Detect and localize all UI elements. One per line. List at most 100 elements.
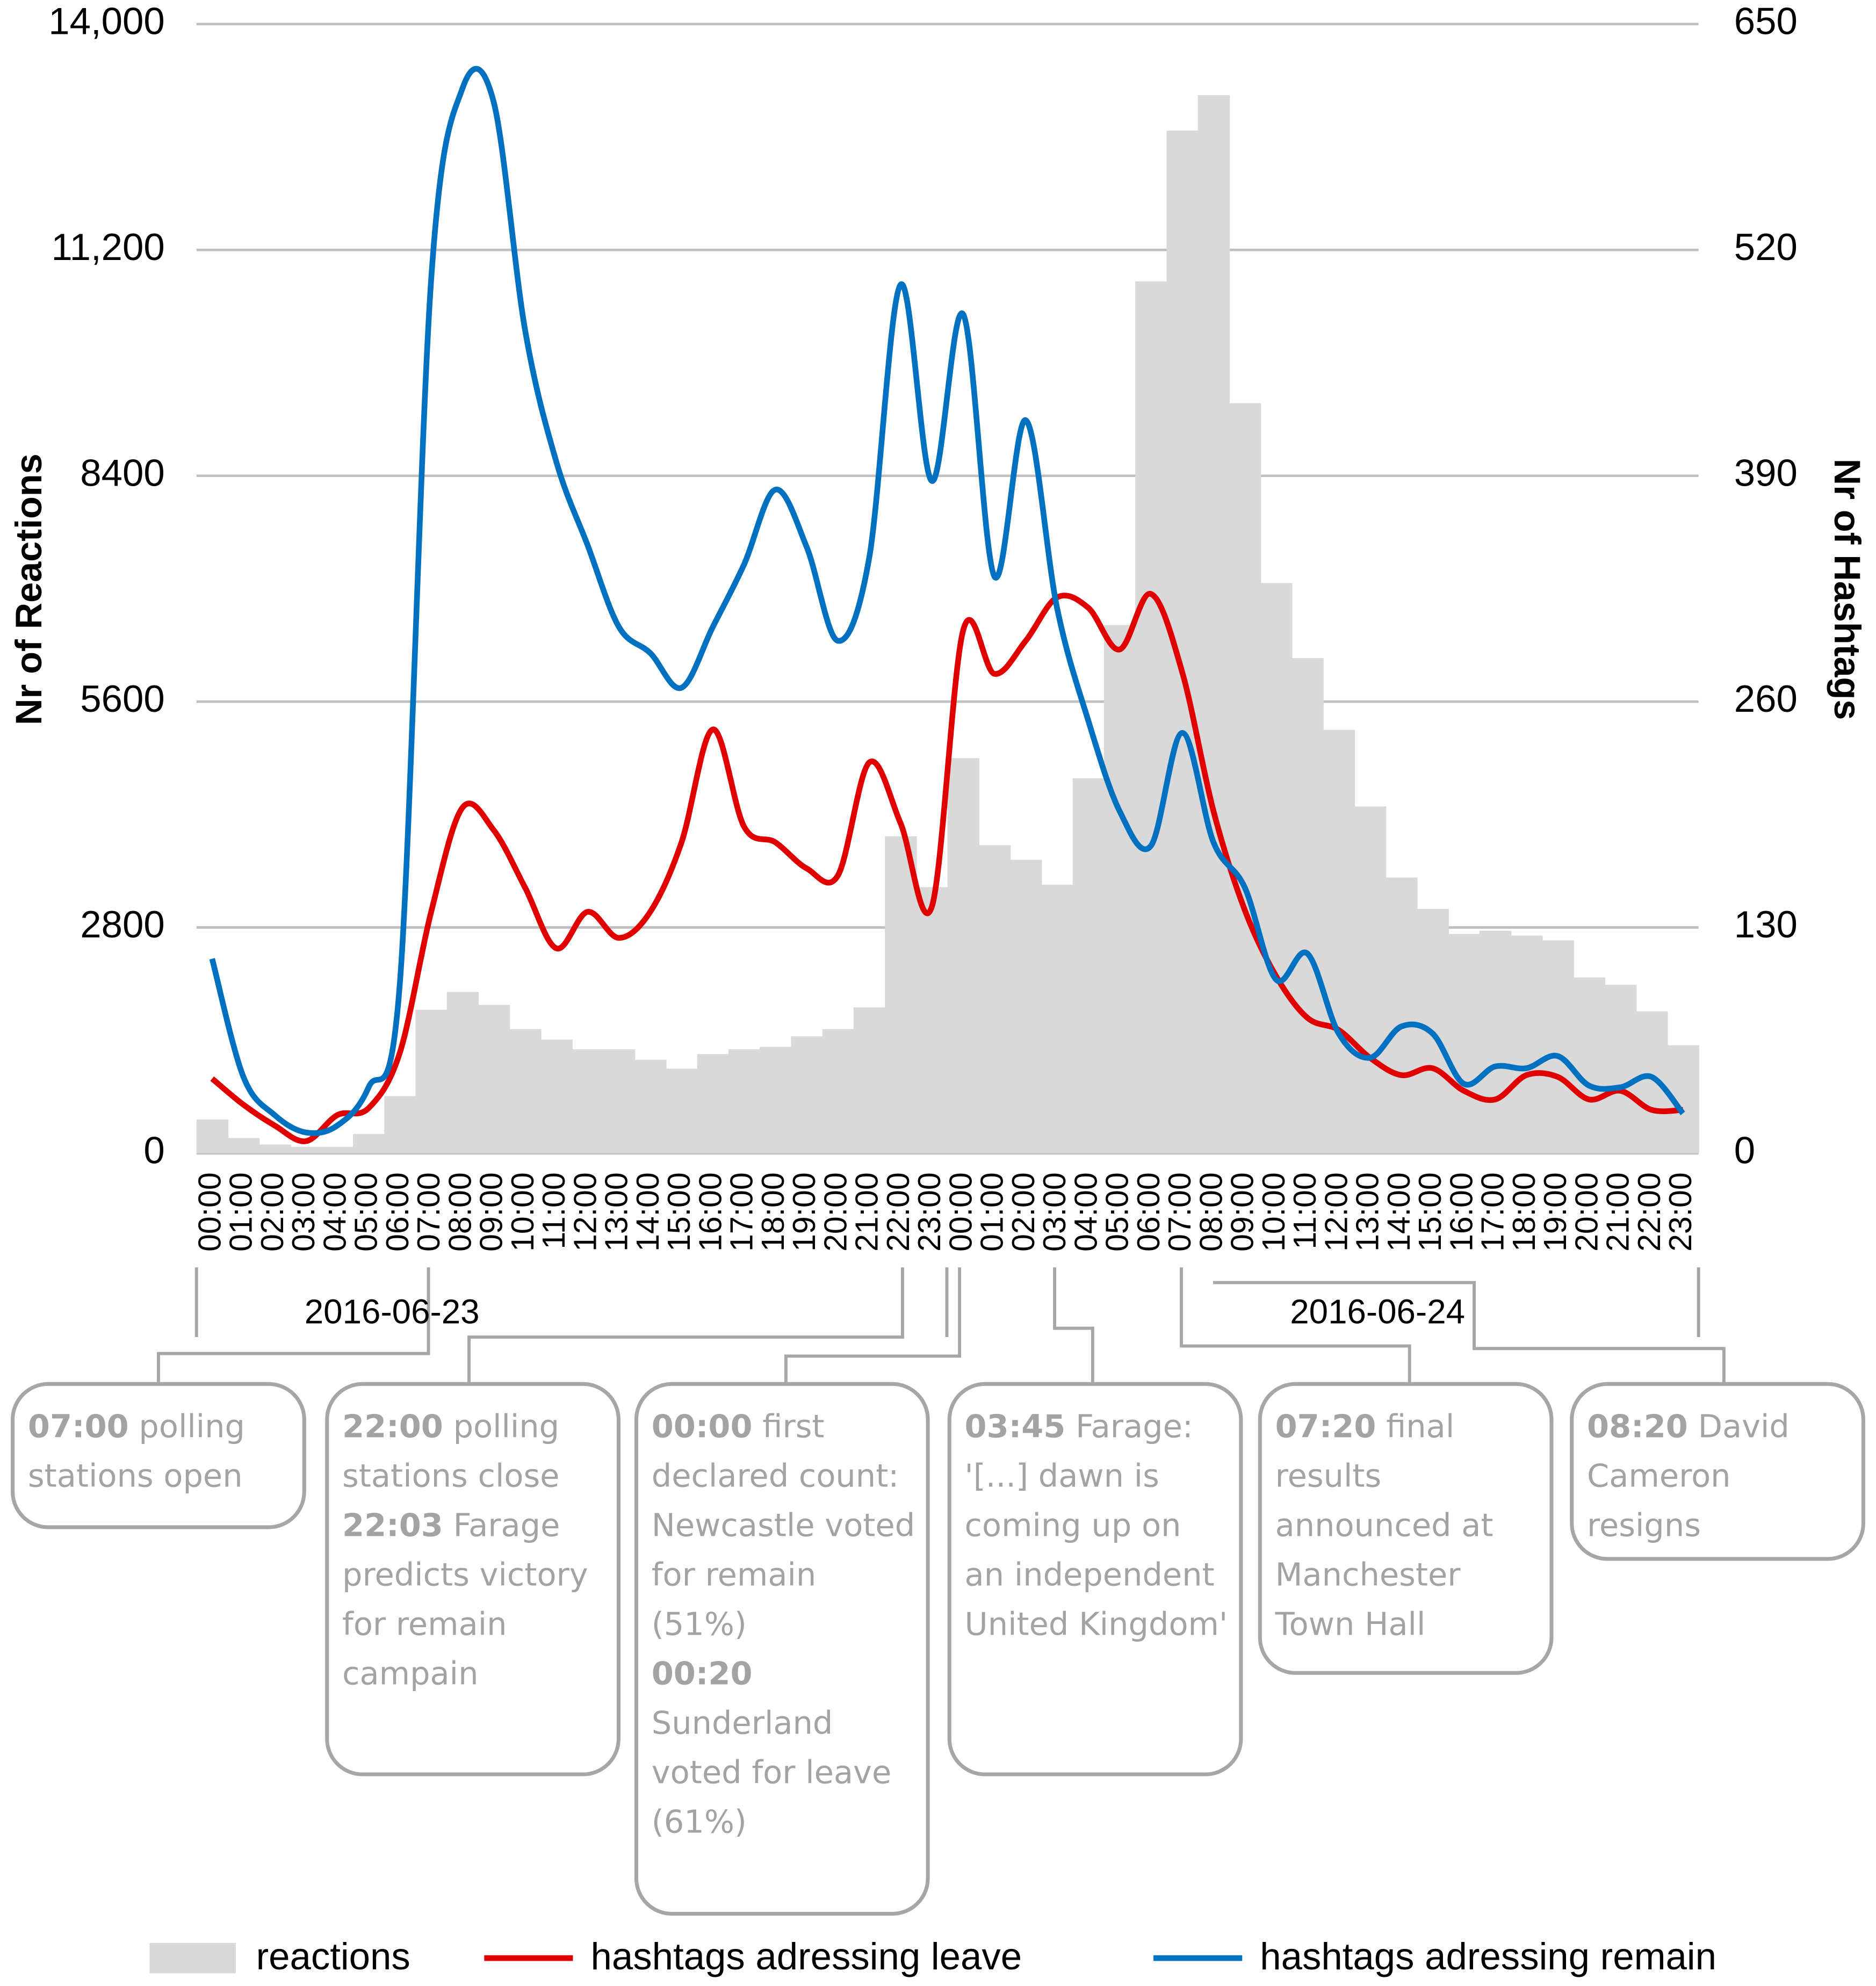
annotation-box (947, 1382, 1243, 1776)
y2-tick-label: 390 (1734, 451, 1798, 494)
legend-label: hashtags adressing remain (1260, 1935, 1716, 1977)
bar (728, 1049, 761, 1153)
annotation-box (1570, 1382, 1865, 1561)
annotation: 07:20 final results announced at Manches… (1275, 1408, 1493, 1643)
event-text: Farage: '[...] dawn is coming up on an i… (964, 1408, 1228, 1643)
x-tick-label: 01:00 (975, 1172, 1010, 1252)
connectors (156, 1267, 1726, 1384)
bar (1135, 281, 1167, 1153)
event: 07:00 polling stations open (28, 1402, 292, 1500)
x-tick-label: 05:00 (1100, 1172, 1135, 1252)
bar (603, 1049, 636, 1153)
x-tick-label: 18:00 (1507, 1172, 1542, 1252)
y-tick-label: 2800 (80, 903, 164, 945)
x-tick-label: 04:00 (1069, 1172, 1103, 1252)
x-tick-label: 08:00 (1194, 1172, 1229, 1252)
y-tick-label: 14,000 (48, 0, 164, 42)
annotation-text: 22:00 polling stations close 22:03 Farage… (327, 1384, 619, 1698)
annotation-text: 07:00 polling stations open (13, 1384, 305, 1500)
x-tick-label: 06:00 (380, 1172, 415, 1252)
x-tick-label: 04:00 (318, 1172, 352, 1252)
y-tick-label: 0 (143, 1129, 164, 1172)
bar (822, 1029, 855, 1153)
y2-tick-label: 130 (1734, 903, 1798, 945)
bar (791, 1036, 823, 1153)
x-tick-label: 09:00 (474, 1172, 509, 1252)
bar (1511, 935, 1543, 1153)
legend-label: reactions (256, 1935, 410, 1977)
event-text: Farage predicts victory for remain campa… (342, 1507, 588, 1692)
bar (352, 1133, 385, 1153)
event: 08:20 David Cameron resigns (1587, 1402, 1851, 1550)
x-tick-label: 21:00 (850, 1172, 885, 1252)
annotation: 08:20 David Cameron resigns (1572, 1384, 1864, 1550)
x-tick-label: 23:00 (1663, 1172, 1698, 1252)
annotation-text: 03:45 Farage: '[...] dawn is coming up o… (949, 1384, 1241, 1649)
bar (1010, 860, 1042, 1153)
x-tick-label: 11:00 (537, 1172, 572, 1249)
bar (446, 992, 479, 1153)
bar (697, 1054, 730, 1153)
event-time: 00:20 (651, 1655, 753, 1692)
bar (1604, 985, 1637, 1153)
bar (290, 1146, 322, 1153)
event-time: 07:00 (27, 1408, 129, 1445)
annotation-text: 08:20 David Cameron resigns (1572, 1384, 1864, 1550)
y-tick-label: 11,200 (52, 226, 165, 268)
event: 00:20 Sunderland voted for leave (61%) (652, 1649, 915, 1846)
bar (1636, 1011, 1668, 1153)
bar (415, 1009, 448, 1153)
connector (1180, 1267, 1411, 1384)
annotation-box (634, 1382, 930, 1916)
x-tick-label: 12:00 (568, 1172, 603, 1252)
annotation-text: 00:00 first declared count: Newcastle vo… (636, 1384, 928, 1846)
annotation: 00:00 first declared count: Newcastle vo… (636, 1384, 928, 1846)
event-time: 07:20 (1275, 1408, 1376, 1445)
event-text: final results announced at Manchester To… (1275, 1408, 1493, 1643)
connector (156, 1267, 430, 1384)
bar (1260, 583, 1293, 1153)
event-text: Sunderland voted for leave (61%) (651, 1705, 892, 1840)
grid (196, 23, 1699, 1155)
x-tick-label: 07:00 (1163, 1172, 1197, 1252)
x-tick-label: 09:00 (1225, 1172, 1260, 1252)
annotation-box (11, 1382, 306, 1529)
x-tick-label: 06:00 (1131, 1172, 1166, 1252)
line (210, 591, 1683, 1144)
bar (1354, 806, 1387, 1153)
bar (1072, 778, 1105, 1153)
y2-tick-label: 0 (1734, 1129, 1755, 1172)
x-tick-label: 15:00 (662, 1172, 697, 1252)
bar (1323, 730, 1355, 1153)
event-time: 22:03 (342, 1507, 443, 1544)
event: 00:00 first declared count: Newcastle vo… (652, 1402, 915, 1649)
event: 03:45 Farage: '[...] dawn is coming up o… (965, 1402, 1229, 1649)
x-tick-label: 17:00 (1476, 1172, 1511, 1252)
x-tick-label: 14:00 (631, 1172, 666, 1252)
x-tick-label: 02:00 (1006, 1172, 1041, 1252)
x-tick-label: 13:00 (600, 1172, 634, 1252)
bars (196, 95, 1699, 1153)
bar (1542, 940, 1574, 1153)
x-tick-label: 14:00 (1382, 1172, 1417, 1252)
bar (853, 1007, 886, 1153)
y2-tick-label: 650 (1734, 0, 1798, 42)
bar (1291, 658, 1324, 1153)
bar (885, 836, 917, 1153)
x-tick-label: 15:00 (1413, 1172, 1448, 1252)
event: 22:00 polling stations close (342, 1402, 606, 1500)
x-tick-label: 18:00 (756, 1172, 791, 1252)
legend-label: hashtags adressing leave (591, 1935, 1022, 1977)
bar (978, 845, 1011, 1153)
event-text: David Cameron resigns (1587, 1408, 1790, 1544)
bar (760, 1046, 792, 1153)
x-tick-label: 03:00 (1037, 1172, 1072, 1252)
event-text: first declared count: Newcastle voted fo… (651, 1408, 915, 1643)
x-tick-label: 13:00 (1351, 1172, 1386, 1252)
lines (209, 66, 1685, 1144)
bar (1041, 884, 1073, 1153)
bar (1103, 625, 1136, 1153)
x-tick-label: 19:00 (1538, 1172, 1573, 1252)
